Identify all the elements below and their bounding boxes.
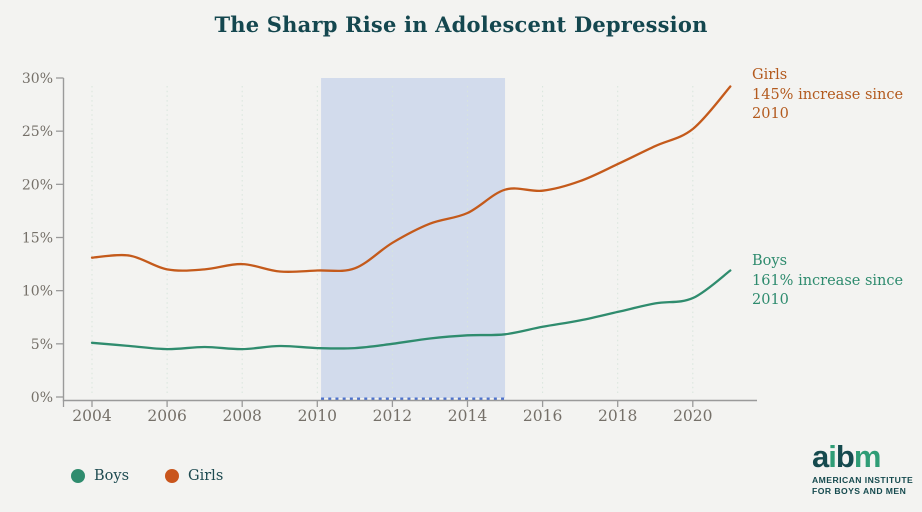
series-line-girls: [90, 85, 732, 274]
highlight-band: [321, 78, 506, 398]
logo-letter: a: [812, 439, 829, 474]
legend-dot-boys-icon: [71, 469, 85, 483]
logo-letter: i: [828, 439, 837, 474]
legend-label-girls: Girls: [188, 468, 224, 484]
y-tick-label: 0%: [31, 390, 53, 406]
y-tick-label: 15%: [22, 231, 53, 247]
legend-item-boys: Boys: [71, 468, 129, 484]
y-tick-label: 20%: [22, 177, 53, 193]
x-tick-label: 2006: [147, 407, 186, 425]
aibm-logo: aibm AMERICAN INSTITUTE FOR BOYS AND MEN: [812, 439, 918, 498]
x-tick-label: 2018: [598, 407, 637, 425]
y-tick-label: 10%: [22, 284, 53, 300]
x-tick-label: 2010: [298, 407, 337, 425]
annotation-boys-detail: 161% increase since 2010: [752, 272, 904, 309]
legend: Boys Girls: [71, 468, 223, 484]
legend-dot-girls-icon: [165, 469, 180, 483]
aibm-logo-subtext: AMERICAN INSTITUTE FOR BOYS AND MEN: [812, 475, 918, 498]
x-tick-label: 2008: [222, 407, 261, 425]
y-tick-label: 5%: [31, 337, 53, 353]
legend-item-girls: Girls: [165, 468, 223, 484]
series-line-boys: [90, 269, 732, 351]
x-tick-label: 2016: [523, 407, 562, 425]
y-tick-label: 30%: [22, 71, 53, 87]
page-title: The Sharp Rise in Adolescent Depression: [214, 12, 708, 37]
x-tick-label: 2020: [673, 407, 712, 425]
x-tick-label: 2004: [72, 407, 112, 425]
annotation-girls-series: Girls: [752, 67, 788, 83]
annotation-girls: Girls 145% increase since 2010: [752, 66, 922, 125]
annotation-girls-detail: 145% increase since 2010: [752, 86, 904, 123]
aibm-wordmark: aibm: [812, 439, 918, 474]
annotation-boys-series: Boys: [752, 253, 788, 269]
aibm-logo-line2: FOR BOYS AND MEN: [812, 486, 907, 497]
aibm-logo-line1: AMERICAN INSTITUTE: [812, 475, 914, 486]
logo-letter: b: [835, 439, 855, 474]
x-tick-label: 2012: [373, 407, 412, 425]
logo-letter: m: [853, 439, 882, 474]
legend-label-boys: Boys: [94, 468, 130, 484]
x-tick-label: 2014: [448, 407, 488, 425]
y-tick-label: 25%: [22, 124, 53, 140]
annotation-boys: Boys 161% increase since 2010: [752, 252, 922, 311]
